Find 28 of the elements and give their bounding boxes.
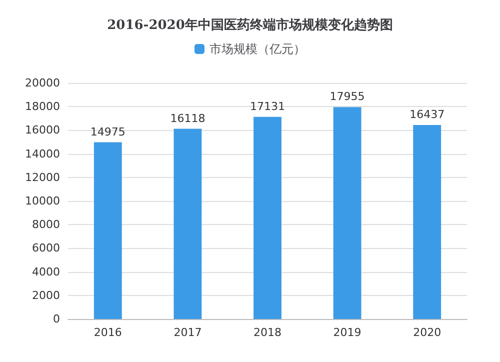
bar: [94, 142, 122, 319]
data-label: 16437: [410, 108, 445, 122]
y-tick-label: 8000: [32, 218, 60, 232]
y-tick-label: 4000: [32, 265, 60, 278]
x-tick-label: 2016: [94, 326, 122, 339]
bar: [174, 128, 202, 319]
y-tick-label: 6000: [32, 242, 60, 255]
y-tick-label: 18000: [25, 100, 60, 114]
x-tick-label: 2019: [333, 326, 362, 339]
bar: [254, 116, 282, 319]
data-label: 16118: [170, 112, 206, 125]
y-tick-label: 10000: [25, 194, 60, 208]
y-tick-label: 2000: [32, 288, 60, 302]
data-label: 17131: [250, 100, 285, 113]
y-tick-label: 16000: [25, 124, 60, 137]
y-tick-label: 20000: [25, 76, 60, 90]
legend-label: 市场规模（亿元）: [210, 42, 306, 56]
x-tick-label: 2017: [174, 326, 202, 339]
data-label: 14975: [90, 125, 126, 138]
chart-title: 2016-2020年中国医药终端市场规模变化趋势图: [107, 17, 393, 33]
y-tick-label: 12000: [25, 170, 60, 184]
x-tick-label: 2020: [413, 326, 442, 339]
bar: [413, 125, 442, 319]
y-tick-label: 14000: [25, 147, 60, 160]
x-tick-label: 2018: [254, 326, 282, 339]
data-label: 17955: [330, 90, 365, 104]
bar: [333, 107, 362, 319]
y-tick-label: 0: [53, 312, 60, 326]
